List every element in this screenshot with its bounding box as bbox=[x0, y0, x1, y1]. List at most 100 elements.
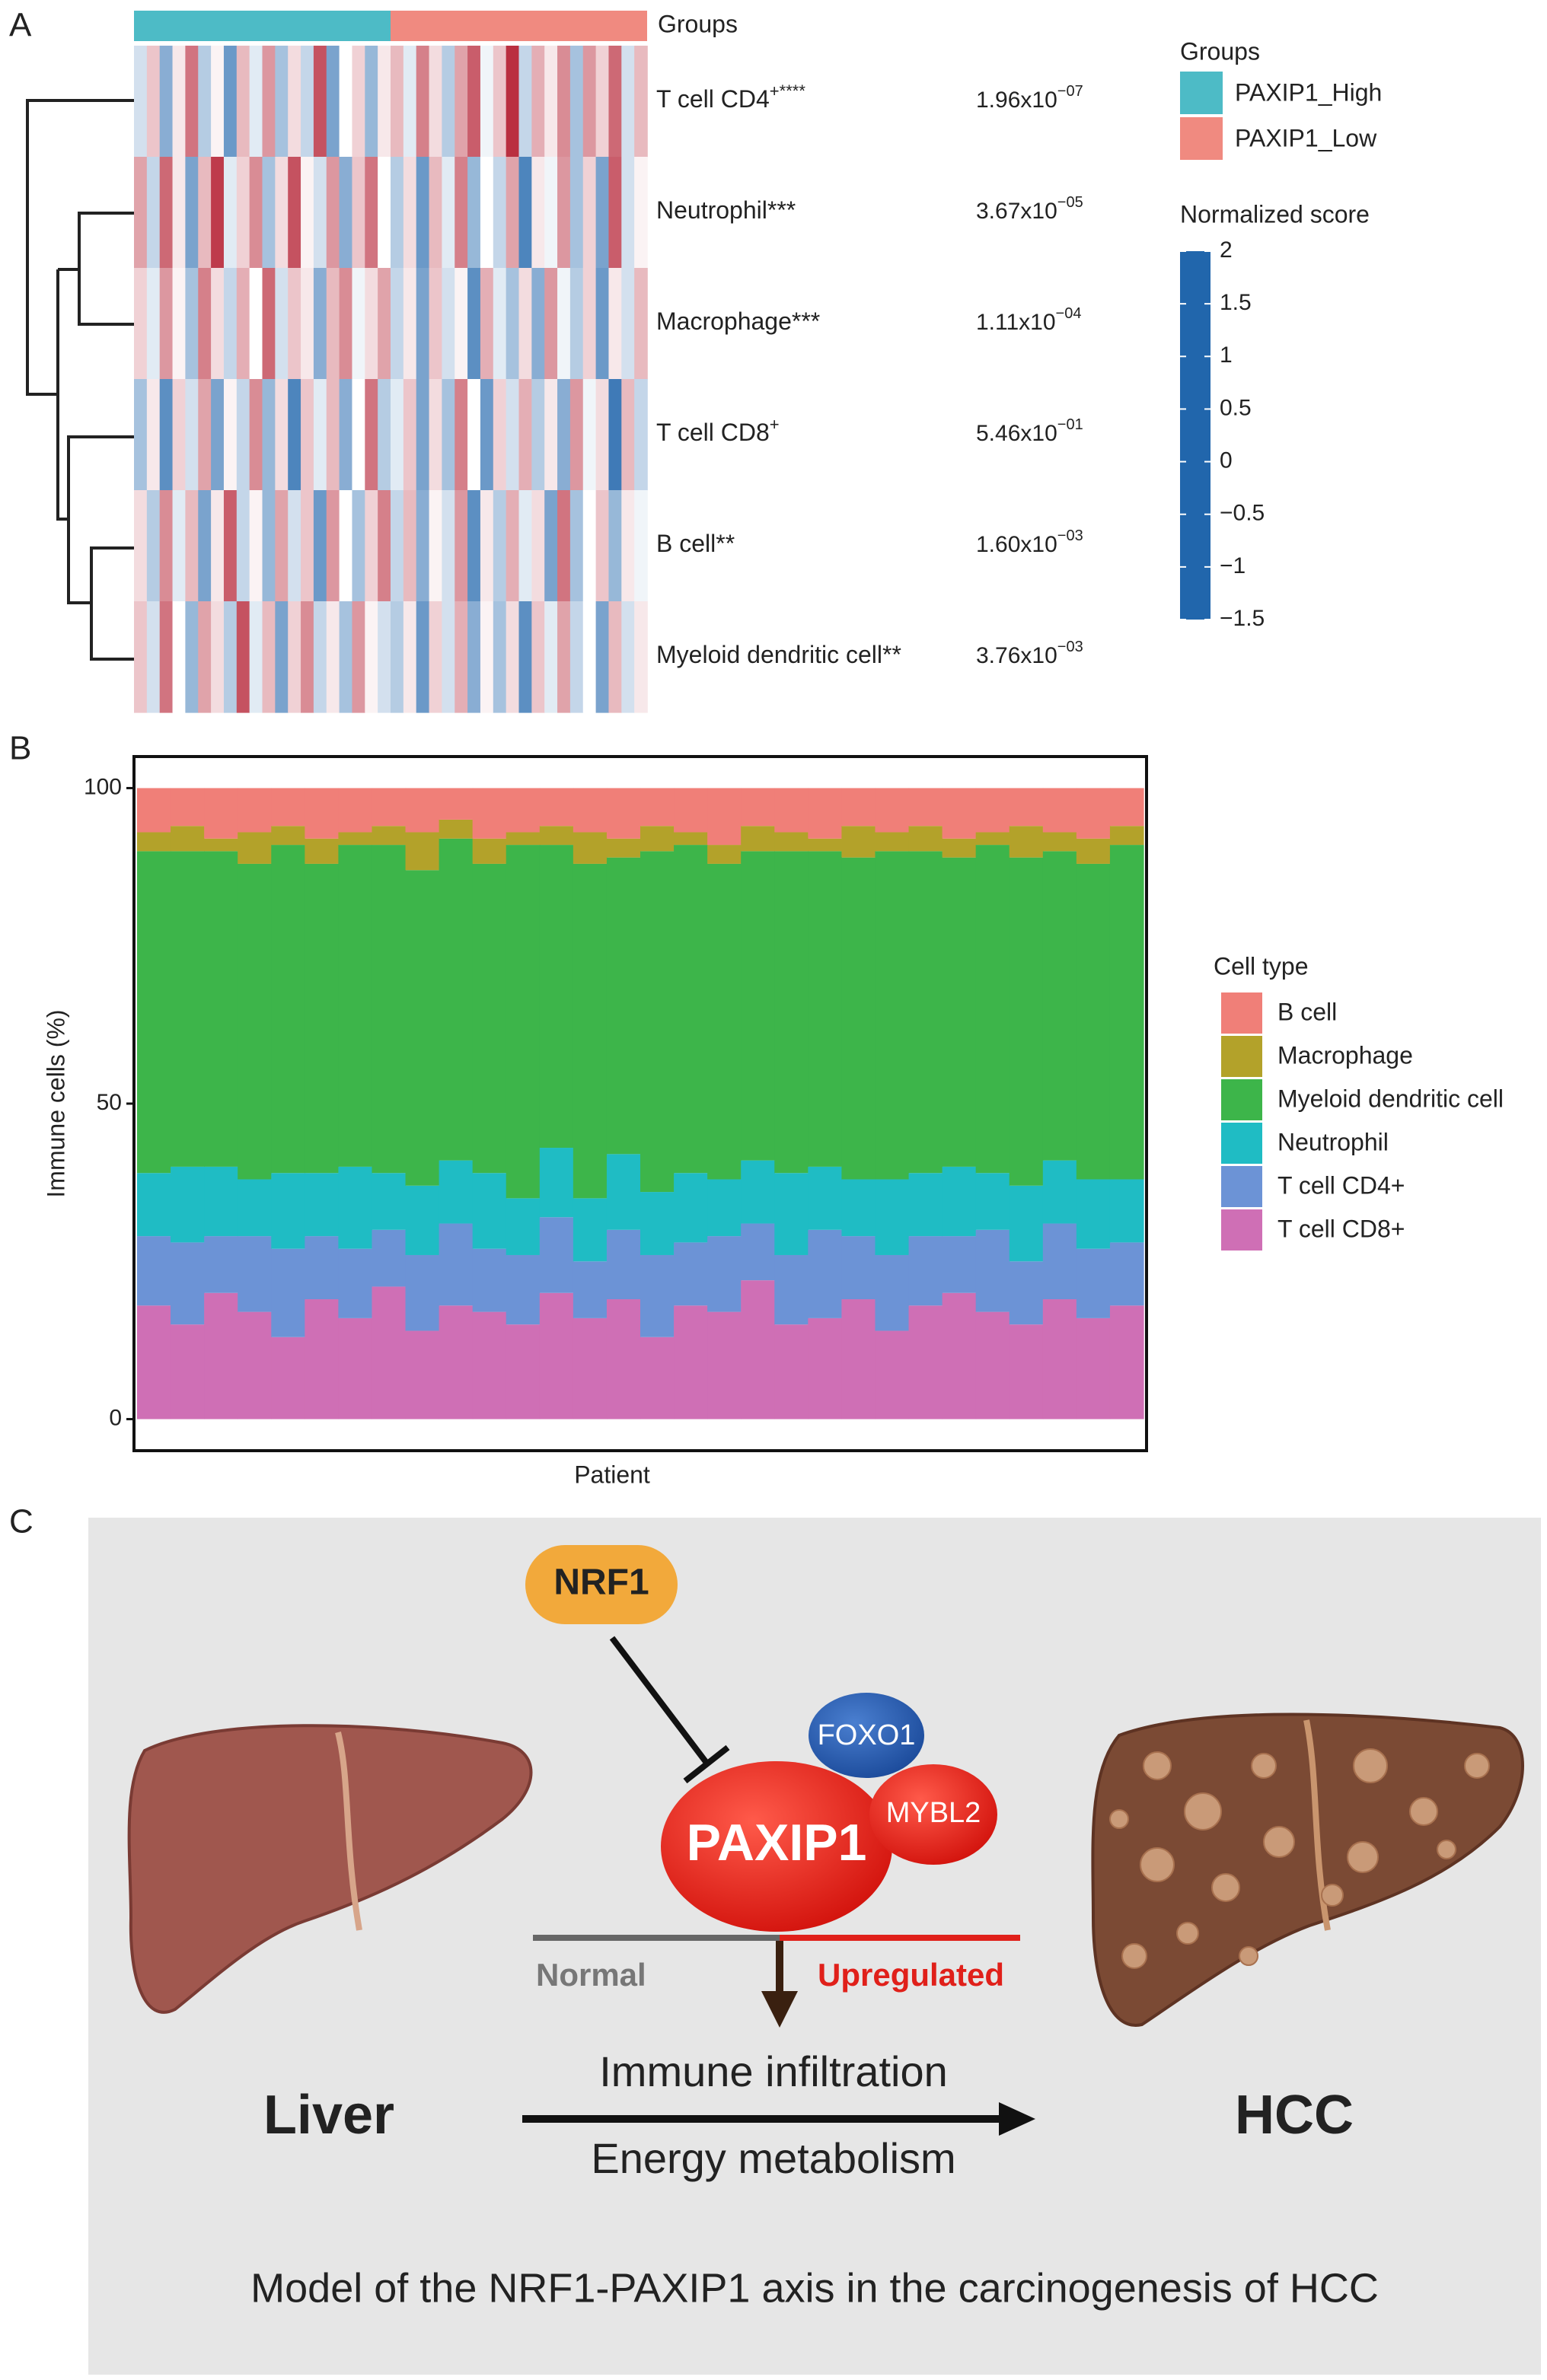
colorbar-tick-label: −1.5 bbox=[1220, 606, 1265, 631]
heatmap-cell bbox=[223, 601, 238, 713]
bar-segment bbox=[741, 1223, 775, 1281]
bar-segment bbox=[606, 1299, 641, 1419]
heatmap-cell bbox=[391, 601, 404, 713]
heatmap-cell bbox=[493, 46, 507, 158]
mybl2-node bbox=[869, 1764, 997, 1865]
heatmap-cell bbox=[134, 601, 148, 713]
p-exponent: −05 bbox=[1057, 194, 1083, 211]
p-value: 3.67x10−05 bbox=[976, 194, 1083, 224]
heatmap-cell bbox=[621, 490, 635, 602]
heatmap-cell bbox=[569, 268, 584, 380]
heatmap-cell bbox=[172, 490, 187, 602]
heatmap-cell bbox=[582, 601, 597, 713]
heatmap-cell bbox=[313, 157, 327, 269]
bar-segment bbox=[640, 1192, 675, 1255]
partner-label: MYBL2 bbox=[886, 1797, 981, 1829]
heatmap-cell bbox=[391, 490, 404, 602]
heatmap-cell bbox=[275, 268, 289, 380]
bar-segment bbox=[875, 851, 910, 1180]
bar-segment bbox=[271, 788, 305, 827]
p-exponent: −03 bbox=[1057, 639, 1083, 655]
bar-segment bbox=[674, 1242, 708, 1306]
bar-segment bbox=[1042, 1299, 1077, 1419]
p-value: 1.11x10−04 bbox=[976, 305, 1081, 335]
bar-segment bbox=[506, 1198, 541, 1255]
heatmap-cell bbox=[262, 268, 276, 380]
bar-segment bbox=[808, 851, 842, 1167]
bar-segment bbox=[707, 1236, 742, 1312]
bar-segment bbox=[1009, 1324, 1044, 1419]
heatmap-cell bbox=[595, 601, 610, 713]
heatmap-cell bbox=[352, 157, 366, 269]
bar-segment bbox=[808, 1166, 842, 1230]
heatmap-cell bbox=[211, 379, 225, 491]
legend-label: T cell CD8+ bbox=[1277, 1215, 1405, 1242]
heatmap-cell bbox=[288, 490, 301, 602]
foxo1-node bbox=[809, 1693, 924, 1778]
bar-segment bbox=[472, 1248, 507, 1312]
group-bar-label: Groups bbox=[658, 10, 738, 37]
bar-segment bbox=[1009, 857, 1044, 1186]
bar-segment bbox=[741, 851, 775, 1161]
bar-segment bbox=[405, 1254, 440, 1331]
heatmap-cell bbox=[185, 490, 199, 602]
heatmap-cell bbox=[403, 490, 417, 602]
heatmap-cell bbox=[634, 268, 648, 380]
heatmap-cell bbox=[608, 379, 623, 491]
bar-segment bbox=[942, 1292, 977, 1419]
heatmap-cell bbox=[223, 268, 238, 380]
heatmap-cell bbox=[429, 601, 443, 713]
heatmap-cell bbox=[531, 379, 545, 491]
bar-segment bbox=[338, 1317, 373, 1419]
heatmap-cell bbox=[378, 268, 391, 380]
heatmap-cell bbox=[249, 268, 263, 380]
heatmap-cell bbox=[339, 601, 353, 713]
progression-arrow-head bbox=[999, 2102, 1035, 2136]
heatmap-cell bbox=[172, 46, 187, 158]
row-superscript: +**** bbox=[770, 81, 806, 100]
bar-segment bbox=[841, 826, 876, 858]
bar-segment bbox=[405, 870, 440, 1186]
bar-segment bbox=[305, 1236, 339, 1300]
bar-segment bbox=[975, 832, 1010, 846]
colorbar-tick-label: 2 bbox=[1220, 237, 1233, 263]
heatmap-cell bbox=[569, 46, 584, 158]
bar-segment bbox=[707, 788, 742, 846]
bar-segment bbox=[606, 838, 641, 858]
bar-segment bbox=[640, 1337, 675, 1419]
heatmap-cell bbox=[518, 157, 533, 269]
heatmap-cell bbox=[185, 601, 199, 713]
heatmap-cell bbox=[249, 46, 263, 158]
p-exponent: −04 bbox=[1056, 305, 1082, 322]
heatmap-cell bbox=[326, 268, 340, 380]
regulator-label: NRF1 bbox=[553, 1563, 649, 1603]
heatmap-cell bbox=[198, 268, 212, 380]
heatmap-cell bbox=[313, 46, 327, 158]
heatmap-cell bbox=[288, 157, 301, 269]
heatmap-cell bbox=[442, 268, 456, 380]
p-mantissa: 3.67x10 bbox=[976, 199, 1057, 224]
bar-segment bbox=[171, 1324, 205, 1419]
heatmap-cell bbox=[403, 268, 417, 380]
heatmap-cell bbox=[326, 379, 340, 491]
row-label: T cell CD4+**** bbox=[656, 81, 805, 113]
bar-segment bbox=[305, 838, 339, 864]
panel-label: A bbox=[9, 7, 32, 44]
heatmap-cell bbox=[480, 268, 494, 380]
bar-segment bbox=[841, 1179, 876, 1237]
heatmap-cell bbox=[146, 157, 161, 269]
bar-segment bbox=[707, 845, 742, 864]
bar-segment bbox=[741, 1160, 775, 1224]
heatmap-cell bbox=[134, 268, 148, 380]
p-mantissa: 5.46x10 bbox=[976, 421, 1057, 446]
bar-segment bbox=[875, 1254, 910, 1331]
bar-segment bbox=[238, 1179, 272, 1237]
bar-segment bbox=[305, 1299, 339, 1419]
heatmap-cell bbox=[582, 157, 597, 269]
bar-segment bbox=[908, 851, 943, 1174]
bar-segment bbox=[171, 1242, 205, 1325]
hcc-liver-illustration bbox=[1091, 1713, 1524, 2027]
bar-segment bbox=[707, 1179, 742, 1237]
heatmap-cell bbox=[352, 46, 366, 158]
heatmap-cell bbox=[442, 379, 456, 491]
